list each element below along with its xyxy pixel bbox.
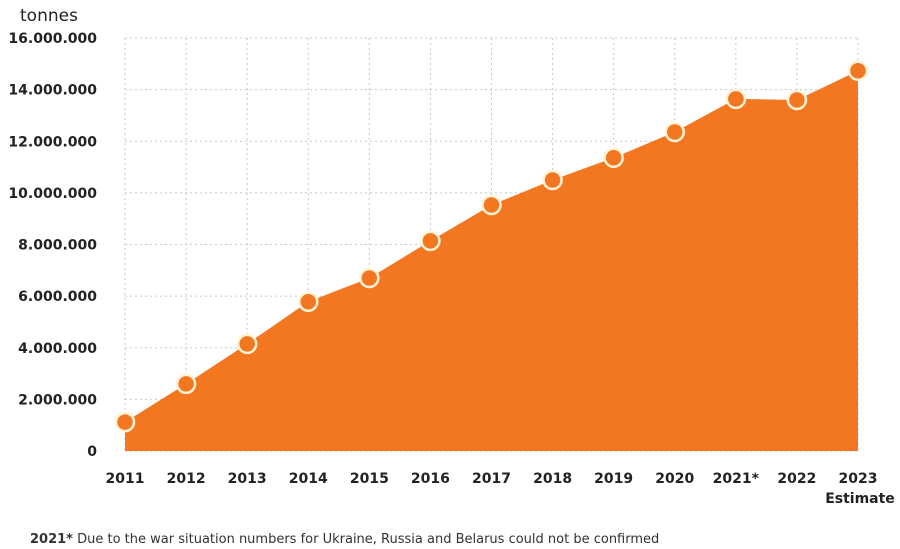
y-tick-label: 2.000.000 [18, 392, 97, 408]
data-point-2016 [420, 230, 441, 252]
area-series [125, 70, 858, 452]
x-tick-label: 2013 [228, 471, 267, 487]
footnote-marker: 2021* [30, 532, 73, 547]
x-tick-label: 2022 [777, 471, 816, 487]
y-tick-label: 6.000.000 [18, 289, 97, 305]
footnote: 2021* Due to the war situation numbers f… [30, 532, 659, 547]
x-tick-label: 2011 [106, 471, 145, 487]
x-tick-label: 2012 [167, 471, 206, 487]
data-point-2020 [664, 121, 685, 143]
x-tick-label: 2014 [289, 471, 328, 487]
data-point-2013 [236, 333, 258, 355]
data-point-2012 [175, 373, 197, 395]
y-tick-label: 8.000.000 [18, 238, 97, 254]
data-point-2017 [481, 194, 502, 216]
data-point-2021 [725, 88, 747, 110]
data-point-2023 [847, 60, 869, 82]
data-point-2014 [298, 291, 319, 313]
footnote-text: Due to the war situation numbers for Ukr… [73, 532, 659, 547]
data-point-2015 [359, 267, 380, 289]
x-tick-label: 2017 [472, 471, 511, 487]
x-tick-sublabel: Estimate [825, 491, 895, 507]
data-point-2018 [542, 169, 563, 191]
y-tick-label: 4.000.000 [18, 341, 97, 357]
x-tick-label: 2019 [594, 471, 633, 487]
y-axis-unit-label: tonnes [20, 6, 78, 26]
data-point-2011 [114, 411, 136, 433]
y-tick-label: 0 [87, 444, 97, 460]
data-point-2019 [603, 147, 624, 169]
x-tick-label: 2023 [839, 471, 878, 487]
y-tick-label: 10.000.000 [8, 186, 97, 202]
x-tick-label: 2018 [533, 471, 572, 487]
x-tick-label: 2021* [713, 471, 760, 487]
x-tick-label: 2016 [411, 471, 450, 487]
data-point-2022 [786, 89, 808, 111]
y-tick-label: 12.000.000 [8, 134, 97, 150]
y-tick-label: 16.000.000 [8, 31, 97, 47]
y-tick-label: 14.000.000 [8, 83, 97, 99]
x-tick-label: 2015 [350, 471, 389, 487]
x-tick-label: 2020 [655, 471, 694, 487]
